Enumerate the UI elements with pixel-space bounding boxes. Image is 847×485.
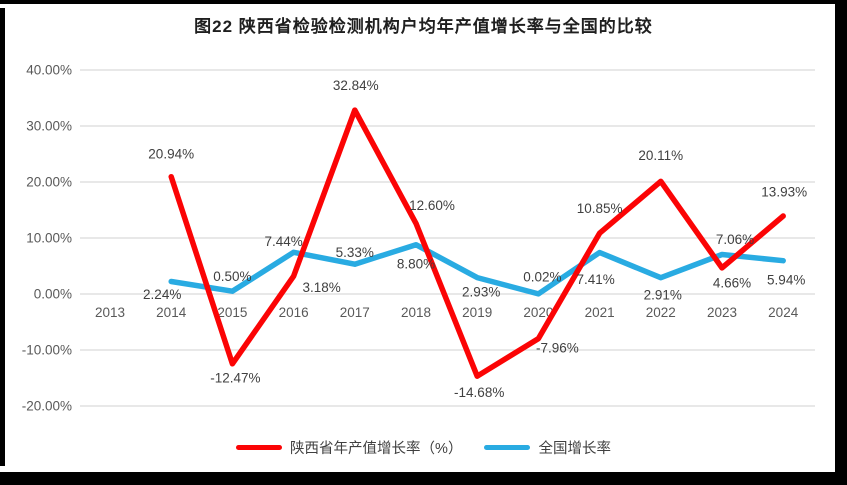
x-axis-year-label: 2024	[768, 305, 799, 320]
chart-title: 图22 陕西省检验检测机构户均年产值增长率与全国的比较	[194, 17, 653, 36]
y-axis-tick-label: 20.00%	[26, 175, 72, 190]
data-point-label: 20.94%	[148, 146, 194, 161]
y-axis-tick-label: 10.00%	[26, 231, 72, 246]
y-axis-tick-label: -20.00%	[22, 399, 72, 414]
data-point-label: 7.44%	[264, 234, 302, 249]
data-point-label: 0.02%	[523, 270, 561, 285]
data-point-label: 32.84%	[333, 78, 379, 93]
data-point-label: 2.93%	[462, 284, 500, 299]
data-point-label: 7.41%	[576, 272, 614, 287]
data-point-label: 5.94%	[767, 272, 805, 287]
x-axis-year-label: 2017	[340, 305, 370, 320]
data-point-label: 2.24%	[143, 287, 181, 302]
frame-border-left	[0, 8, 5, 466]
data-point-label: 10.85%	[577, 201, 623, 216]
chart-legend: 陕西省年产值增长率（%） 全国增长率	[0, 437, 847, 458]
legend-label-national: 全国增长率	[538, 441, 611, 457]
data-point-label: 7.06%	[716, 232, 754, 247]
x-axis-year-label: 2019	[462, 305, 492, 320]
series-line	[168, 241, 786, 297]
y-axis-tick-label: -10.00%	[22, 343, 72, 358]
series-line	[168, 107, 786, 379]
x-axis-year-label: 2022	[646, 305, 676, 320]
data-point-label: 2.91%	[644, 287, 682, 302]
data-point-label: 5.33%	[336, 245, 374, 260]
y-axis-tick-label: 30.00%	[26, 119, 72, 134]
x-axis-year-label: 2018	[401, 305, 431, 320]
x-axis-year-label: 2023	[707, 305, 737, 320]
x-axis-year-label: 2014	[156, 305, 187, 320]
x-axis-year-label: 2016	[279, 305, 309, 320]
x-axis-year-label: 2021	[585, 305, 615, 320]
y-axis-tick-label: 0.00%	[34, 287, 72, 302]
data-point-label: 20.11%	[638, 148, 683, 163]
legend-swatch-shaanxi	[236, 445, 283, 450]
data-point-label: 13.93%	[761, 185, 807, 200]
data-point-label: 0.50%	[213, 269, 251, 284]
legend-label-shaanxi: 陕西省年产值增长率（%）	[290, 441, 463, 457]
frame-border-top	[0, 0, 847, 4]
data-point-label: 12.60%	[409, 198, 455, 213]
x-axis-year-label: 2013	[95, 305, 125, 320]
y-axis-tick-label: 40.00%	[26, 63, 72, 78]
frame-border-bottom	[0, 472, 847, 485]
data-point-label: 4.66%	[713, 276, 751, 291]
x-axis-year-label: 2015	[217, 305, 247, 320]
frame-border-right	[835, 2, 847, 485]
x-axis-year-label: 2020	[523, 305, 553, 320]
data-point-label: -7.96%	[536, 340, 579, 355]
data-point-label: -14.68%	[454, 385, 504, 400]
data-point-label: -12.47%	[210, 371, 260, 386]
legend-swatch-national	[484, 445, 531, 450]
data-point-label: 8.80%	[397, 256, 435, 271]
data-point-label: 3.18%	[302, 280, 340, 295]
